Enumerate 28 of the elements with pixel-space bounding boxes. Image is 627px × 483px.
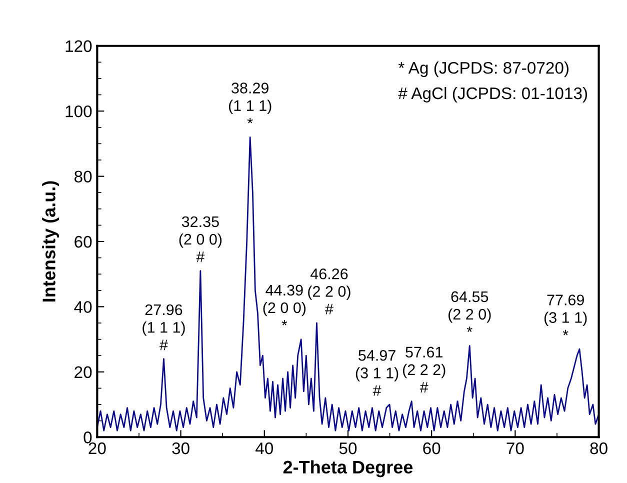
annotation: 32.35 (2 0 0) #	[179, 216, 222, 262]
x-tick-label: 70	[506, 442, 524, 454]
y-tick-label: 80	[74, 170, 92, 182]
annotation: 54.97 (3 1 1) #	[356, 350, 398, 396]
annotation: 44.39 (2 0 0) *	[263, 284, 306, 326]
annotation: 46.26 (2 2 0) #	[308, 268, 350, 314]
y-tick-label: 0	[84, 432, 92, 444]
y-tick-label: 40	[74, 301, 92, 313]
x-tick-label: 60	[423, 442, 440, 454]
y-tick-label: 120	[66, 40, 92, 52]
annotation: # AgCl (JCPDS: 01-1013)	[398, 86, 588, 102]
annotation: 57.61 (2 2 2) #	[402, 346, 446, 393]
annotation: 64.55 (2 2 0) *	[448, 291, 491, 332]
line-series	[97, 136, 599, 432]
x-tick-label: 20	[88, 442, 106, 454]
x-axis-title: 2-Theta Degree	[283, 460, 413, 478]
x-tick-label: 80	[590, 442, 608, 454]
x-tick-label: 50	[339, 442, 357, 454]
x-tick-label: 40	[256, 442, 274, 454]
annotation: * Ag (JCPDS: 87-0720)	[398, 62, 568, 78]
annotation: 77.69 (3 1 1) *	[544, 294, 587, 336]
y-axis-title: Intensity (a.u.)	[42, 181, 59, 302]
x-tick-label: 30	[172, 442, 190, 454]
y-tick-label: 100	[66, 105, 92, 118]
annotation: 27.96 (1 1 1) #	[142, 304, 185, 350]
y-tick-label: 60	[74, 236, 92, 248]
y-tick-label: 20	[74, 366, 92, 378]
annotation: 38.29 (1 1 1) *	[228, 82, 272, 124]
